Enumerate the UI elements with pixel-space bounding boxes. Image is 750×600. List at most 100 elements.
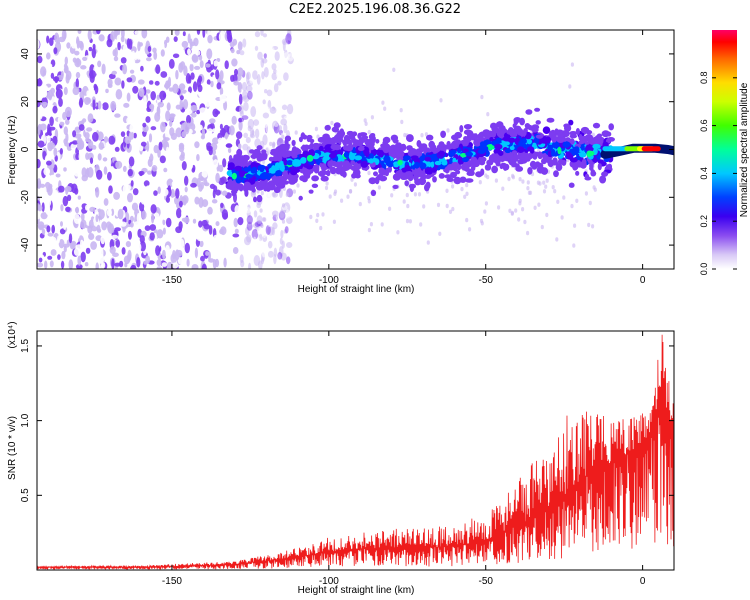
- spectrogram-cell: [353, 182, 357, 187]
- spectrogram-cell: [76, 36, 80, 47]
- spectrogram-cell: [127, 253, 131, 262]
- spectrogram-cell: [141, 30, 148, 39]
- spectrogram-cell: [555, 237, 559, 242]
- spectrogram-cell: [80, 65, 87, 70]
- spectrogram-cell: [134, 53, 138, 61]
- spectrogram-cell: [243, 101, 249, 112]
- spectrogram-cell: [535, 134, 544, 139]
- spectrogram-cell: [128, 156, 135, 167]
- spectrogram-cell: [216, 82, 222, 90]
- spectrogram-cell: [337, 130, 346, 138]
- spectrogram-cell: [328, 153, 337, 159]
- spectrogram-cell: [178, 221, 183, 231]
- spectrogram-cell: [114, 262, 121, 267]
- spectrogram-cell: [235, 131, 243, 140]
- spectrogram-cell: [172, 53, 180, 59]
- spectrogram-cell: [40, 212, 48, 220]
- spectrogram-cell: [60, 204, 64, 212]
- spectrogram-cell: [561, 159, 567, 166]
- spectrogram-cell: [451, 184, 455, 189]
- spectrogram-cell: [228, 256, 234, 268]
- spectrogram-cell: [422, 204, 426, 209]
- spectrogram-cell: [395, 170, 402, 177]
- spectrogram-cell: [328, 194, 332, 199]
- spectrogram-cell: [393, 162, 400, 168]
- spectrogram-cell: [101, 44, 108, 55]
- spectrogram-cell: [163, 39, 168, 49]
- spectrogram-cell: [562, 195, 566, 200]
- spectrogram-cell: [74, 66, 80, 72]
- spectrogram-cell: [283, 159, 288, 166]
- spectrogram-cell: [527, 146, 535, 152]
- spectrogram-cell: [517, 217, 521, 222]
- spectrogram-cell: [156, 259, 162, 267]
- spectrogram-cell: [361, 135, 369, 140]
- spectrogram-cell: [479, 157, 485, 163]
- spectrogram-cell: [42, 103, 47, 109]
- x-tick-label: -100: [319, 576, 339, 587]
- spectrogram-cell: [234, 205, 240, 215]
- spectrogram-cell: [599, 175, 607, 184]
- spectrogram-cell: [87, 140, 94, 149]
- spectrogram-cell: [116, 68, 121, 75]
- spectrogram-cell: [116, 34, 121, 43]
- colorbar: [712, 30, 737, 269]
- spectrogram-cell: [257, 51, 263, 60]
- spectrogram-cell: [102, 102, 109, 111]
- spectrogram-cell: [568, 119, 574, 126]
- spectrogram-cell: [570, 203, 574, 209]
- spectrogram-cell: [139, 235, 145, 244]
- spectrogram-cell: [275, 68, 280, 78]
- spectrogram-cell: [122, 44, 128, 55]
- spectrogram-cell: [187, 164, 193, 169]
- spectrogram-cell: [510, 210, 514, 216]
- snr-panel: -150 -100 -50 0 0.5 1.0 1.5 Height of straigh…: [7, 321, 675, 596]
- spectrogram-cell: [53, 47, 58, 55]
- spectrogram-cell: [486, 112, 490, 117]
- spectrogram-cell: [66, 42, 71, 49]
- spectrogram-cell: [219, 87, 224, 96]
- spectrogram-cell: [281, 180, 290, 185]
- spectrogram-cell: [497, 205, 501, 210]
- spectrogram-cell: [572, 243, 576, 248]
- spectrogram-cell: [75, 264, 83, 269]
- spectrogram-cell: [518, 198, 522, 203]
- spectrogram-cell: [156, 94, 160, 101]
- spectrogram-cell: [75, 244, 83, 250]
- spectrogram-cell: [69, 241, 75, 250]
- spectrogram-cell: [308, 144, 313, 150]
- spectrogram-cell: [400, 143, 407, 151]
- spectrogram-cell: [357, 146, 365, 152]
- spectrogram-cell: [280, 149, 287, 156]
- spectrogram-cell: [209, 118, 216, 124]
- spectrogram-cell: [87, 167, 94, 178]
- spectrogram-cell: [95, 235, 103, 242]
- y-tick-label: 40: [20, 48, 31, 60]
- spectrogram-cell: [210, 102, 217, 108]
- spectrogram-cell: [175, 69, 179, 80]
- spectrogram-cell: [261, 58, 268, 64]
- spectrogram-cell: [242, 65, 249, 70]
- spectrogram-cell: [498, 130, 504, 139]
- spectrogram-cell: [164, 207, 169, 215]
- spectrogram-cell: [231, 172, 237, 180]
- spectrogram-cell: [284, 226, 289, 234]
- spectrogram-cell: [51, 224, 55, 234]
- spectrogram-cell: [356, 139, 364, 147]
- bottom-y-ticks: 0.5 1.0 1.5: [20, 339, 674, 502]
- spectrogram-cell: [91, 47, 97, 59]
- spectrogram-cell: [165, 196, 170, 203]
- spectrogram-cell: [48, 126, 56, 131]
- spectrogram-cell: [225, 143, 233, 148]
- spectrogram-cell: [46, 160, 52, 166]
- spectrogram-cell: [311, 175, 319, 182]
- spectrogram-cell: [607, 137, 615, 142]
- spectrogram-cell: [201, 233, 208, 243]
- spectrogram-cell: [130, 264, 137, 269]
- spectrogram-cell: [536, 180, 541, 185]
- spectrogram-cell: [89, 206, 96, 213]
- spectrogram-cell: [92, 89, 96, 99]
- spectrogram-cell: [130, 94, 136, 99]
- spectrogram-cell: [601, 171, 609, 177]
- spectrogram-cell: [150, 91, 156, 101]
